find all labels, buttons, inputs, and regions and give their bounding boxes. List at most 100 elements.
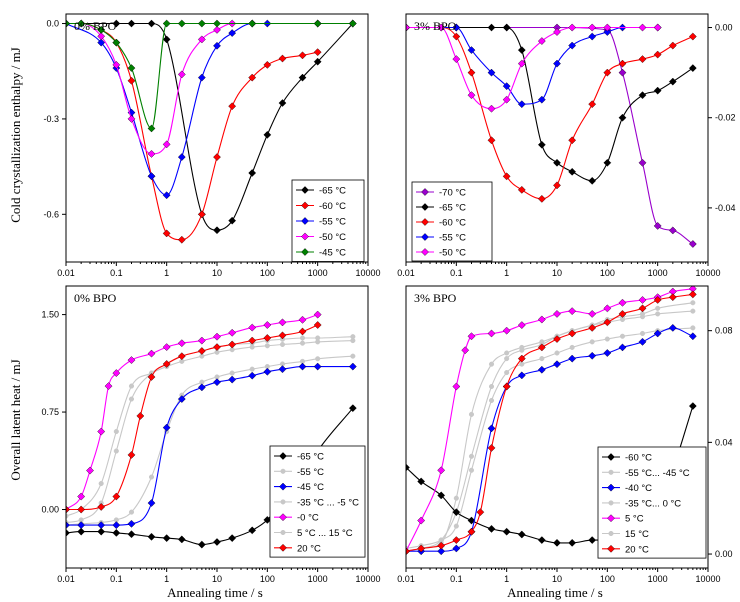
legend-marker-bl-point-3 bbox=[280, 499, 286, 505]
legend-item-tr-2: -60 °C bbox=[416, 218, 466, 229]
series-tl-1-point-8 bbox=[197, 210, 206, 219]
legend-marker-tr-point-4 bbox=[421, 248, 429, 256]
legend-marker-br-point-3 bbox=[608, 500, 614, 506]
series-br-2-point-17 bbox=[688, 332, 697, 341]
series-br-6-point-7 bbox=[502, 382, 511, 391]
series-bl-6-point-6 bbox=[147, 373, 156, 381]
legend-tr: -70 °C -65 °C -60 °C -55 °C -50 °C bbox=[411, 181, 493, 262]
series-tr-4-point-0 bbox=[406, 23, 410, 32]
y-tick-label-bl-0: 0.00 bbox=[41, 505, 59, 515]
series-tr-1-point-4 bbox=[517, 46, 526, 54]
series-tr-4-point-6 bbox=[517, 59, 526, 68]
panel-bottom-left: 0.01 0.1 1 10 100 1000 10000 0.00 0.75 1.50 0% BPO… bbox=[41, 285, 381, 584]
series-br-5-point-14 bbox=[639, 311, 646, 317]
series-tr-3-line bbox=[406, 26, 658, 105]
series-tl-1-point-14 bbox=[298, 51, 307, 60]
series-tl-2 bbox=[66, 19, 357, 200]
series-tr-4-point-2 bbox=[452, 55, 461, 63]
series-br-6-point-6 bbox=[487, 444, 496, 452]
series-tl-0-point-3 bbox=[147, 19, 156, 28]
series-tr-4-point-1 bbox=[437, 23, 446, 32]
legend-label-tr-2: -60 °C bbox=[439, 218, 466, 229]
series-tl-2-point-5 bbox=[162, 191, 171, 200]
series-br-4-point-3 bbox=[452, 382, 461, 391]
series-br-6 bbox=[406, 290, 697, 556]
series-tr-1-point-13 bbox=[668, 77, 677, 86]
series-br-1 bbox=[406, 325, 696, 552]
series-tl-1-point-7 bbox=[177, 235, 186, 244]
series-bl-6-point-14 bbox=[278, 331, 287, 340]
series-tl-3-point-5 bbox=[147, 150, 156, 158]
series-bl-2-point-0 bbox=[66, 521, 70, 529]
series-tl-0-point-8 bbox=[248, 169, 257, 177]
series-tl-4-point-7 bbox=[177, 19, 186, 28]
legend-marker-br-point-1 bbox=[608, 469, 614, 475]
series-bl-6-point-16 bbox=[313, 321, 322, 329]
series-bl-1-point-16 bbox=[350, 353, 356, 359]
series-bl-2-point-3 bbox=[112, 521, 121, 529]
series-tr-2-point-16 bbox=[688, 32, 697, 41]
legend-marker-br-point-0 bbox=[607, 453, 615, 461]
series-br-2 bbox=[406, 323, 697, 556]
series-br-6-point-5 bbox=[476, 508, 485, 517]
series-tl-0-point-7 bbox=[228, 216, 237, 225]
legend-label-br-5: 15 °C bbox=[625, 529, 649, 540]
series-br-5-point-5 bbox=[488, 383, 495, 390]
series-bl-1-point-11 bbox=[249, 366, 255, 372]
series-tr-2-point-5 bbox=[502, 172, 511, 181]
legend-item-tl-2: -55 °C bbox=[296, 217, 346, 228]
series-tl-1-point-15 bbox=[313, 48, 322, 57]
series-bl-6-point-0 bbox=[66, 505, 70, 514]
series-bl-0-point-8 bbox=[197, 540, 206, 549]
series-bl-4-point-17 bbox=[313, 310, 322, 319]
series-tr-2-point-6 bbox=[517, 185, 526, 194]
legend-label-tr-4: -50 °C bbox=[439, 248, 466, 259]
series-tr-4-point-7 bbox=[537, 37, 546, 45]
series-br-2-point-2 bbox=[437, 547, 446, 556]
legend-item-bl-5: 5 °C ... 15 °C bbox=[274, 528, 353, 539]
legend-marker-bl-point-5 bbox=[280, 529, 286, 536]
series-br-3-point-3 bbox=[453, 495, 459, 501]
series-bl-4-point-3 bbox=[97, 427, 106, 436]
legend-item-tr-4: -50 °C bbox=[416, 248, 466, 259]
series-bl-0-point-4 bbox=[127, 530, 136, 539]
series-bl-0-point-9 bbox=[213, 538, 221, 546]
panel-title-tl: 0% BPO bbox=[74, 19, 117, 33]
x-tick-label-tr-2: 1 bbox=[504, 268, 509, 278]
series-bl-6-point-11 bbox=[228, 340, 237, 349]
series-tl-4 bbox=[66, 19, 357, 133]
x-tick-label-br-6: 10000 bbox=[695, 574, 720, 584]
series-tl-0-point-4 bbox=[162, 35, 171, 44]
series-tl-4-point-1 bbox=[77, 19, 86, 28]
series-tl-3-point-6 bbox=[162, 140, 171, 149]
legend-label-br-4: 5 °C bbox=[625, 514, 644, 525]
y-tick-label-tl-1: -0.3 bbox=[43, 114, 59, 124]
series-br-1-point-7 bbox=[519, 361, 525, 367]
series-bl-4-point-13 bbox=[248, 323, 257, 332]
series-tr-1-point-12 bbox=[653, 86, 662, 95]
series-tr-3-point-9 bbox=[588, 32, 597, 41]
series-br-4-point-1 bbox=[417, 516, 426, 525]
series-bl-4-point-12 bbox=[228, 328, 237, 337]
series-br-0-point-17 bbox=[688, 402, 697, 410]
series-tl-2-point-8 bbox=[213, 41, 221, 50]
series-bl-6-point-4 bbox=[127, 451, 136, 459]
series-tl-3-line bbox=[66, 22, 353, 155]
series-tr-1-point-7 bbox=[568, 167, 577, 176]
x-axis-label-right: Annealing time / s bbox=[507, 585, 603, 600]
series-bl-4-point-5 bbox=[112, 369, 121, 377]
series-br-1-point-9 bbox=[554, 350, 560, 356]
legend-item-bl-2: -45 °C bbox=[274, 482, 324, 493]
series-br-0-point-11 bbox=[588, 536, 597, 544]
series-br-2-point-13 bbox=[618, 343, 627, 352]
series-tr-1-point-2 bbox=[487, 23, 496, 32]
series-tl-1 bbox=[66, 19, 322, 244]
series-bl-0-point-0 bbox=[66, 529, 70, 537]
series-tl-2-point-4 bbox=[147, 172, 156, 181]
series-bl-2-point-5 bbox=[147, 499, 156, 507]
series-br-1-point-3 bbox=[453, 523, 459, 529]
series-tl-3-point-7 bbox=[177, 70, 186, 79]
series-tr-2-point-13 bbox=[638, 55, 647, 63]
series-br-4-point-5 bbox=[467, 332, 476, 341]
y-axis-label-bottom: Overall latent heat / mJ bbox=[8, 359, 23, 480]
